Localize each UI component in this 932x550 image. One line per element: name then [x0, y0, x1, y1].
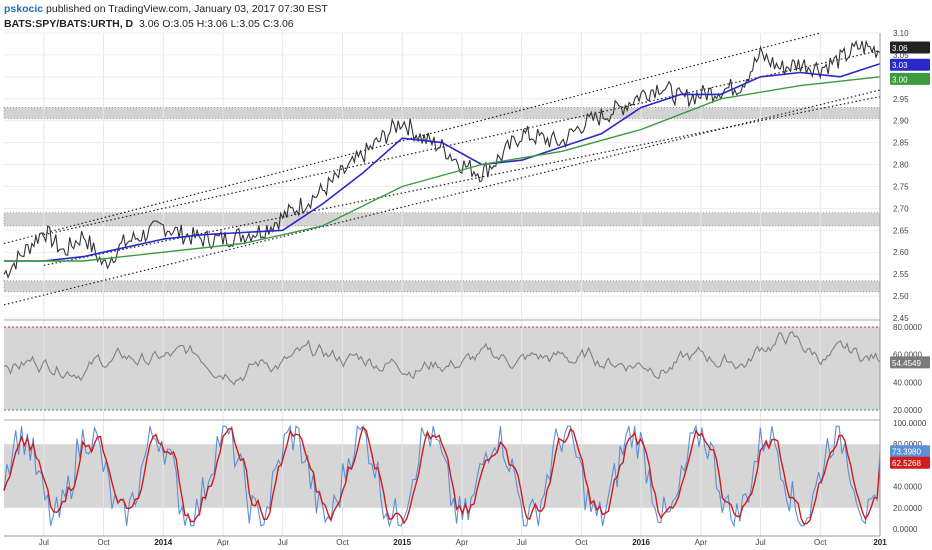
- rsi-line: [3, 331, 881, 386]
- price-ytick-9: 2.70: [893, 204, 909, 213]
- author-link[interactable]: pskocic: [4, 3, 44, 15]
- ohlc-readout: 3.06 O:3.05 H:3.06 L:3.05 C:3.06: [138, 18, 294, 30]
- price-badge-ema-fast-bg: [890, 58, 930, 71]
- price-ytick-6: 2.85: [893, 139, 909, 148]
- xtick-14: Oct: [814, 538, 827, 547]
- xtick-6: Oct: [336, 538, 349, 547]
- price-ytick-11: 2.60: [893, 248, 909, 257]
- xtick-12: Apr: [695, 538, 708, 547]
- stoch-band: [4, 444, 880, 508]
- stoch-d-line: [3, 425, 881, 526]
- price-line: [3, 39, 881, 280]
- rsi-badge: 54.4549: [892, 359, 921, 368]
- xtick-3: 2014: [154, 538, 172, 547]
- ema-fast-line: [4, 62, 881, 262]
- xtick-9: Jul: [517, 538, 527, 547]
- chart-header: pskocic published on TradingView.com, Ja…: [4, 2, 328, 32]
- rsi-ytick-4: 20.0000: [893, 406, 922, 415]
- price-ytick-14: 2.45: [893, 314, 909, 323]
- price-ytick-13: 2.50: [893, 292, 909, 301]
- stoch-ytick-6: 0.0000: [893, 525, 918, 534]
- channel-line-4: [43, 49, 881, 236]
- xtick-11: 2016: [632, 538, 650, 547]
- channel-line-1: [3, 32, 821, 245]
- stoch-k-line: [3, 424, 881, 528]
- rsi-ytick-2: 60.0000: [893, 351, 922, 360]
- stoch-d-badge-bg: [890, 456, 930, 469]
- sr-zone-3: [3, 280, 881, 293]
- price-badge-close: 3.06: [892, 44, 908, 53]
- stoch-ytick-4: 40.0000: [893, 483, 922, 492]
- rsi-ytick-3: 40.0000: [893, 378, 922, 387]
- stoch-ytick-1: 100.0000: [893, 419, 927, 428]
- price-badge-close-bg: [890, 41, 930, 54]
- ema-slow-line: [4, 76, 881, 262]
- rsi-badge-bg: [890, 356, 930, 369]
- price-ytick-5: 2.90: [893, 117, 909, 126]
- xtick-2: Oct: [97, 538, 110, 547]
- price-ytick-10: 2.65: [893, 226, 909, 235]
- stoch-ytick-5: 20.0000: [893, 504, 922, 513]
- rsi-band: [4, 327, 880, 410]
- xtick-1: Jul: [39, 538, 49, 547]
- stoch-ytick-2: 80.0000: [893, 440, 922, 449]
- xtick-7: 2015: [393, 538, 411, 547]
- price-ytick-12: 2.55: [893, 270, 909, 279]
- stoch-d-badge: 62.5268: [892, 459, 921, 468]
- price-badge-ema-fast: 3.03: [892, 61, 908, 70]
- xtick-13: Jul: [755, 538, 765, 547]
- xtick-15: 201: [873, 538, 887, 547]
- published-text: published on TradingView.com, January 03…: [46, 3, 328, 15]
- xtick-10: Oct: [575, 538, 588, 547]
- price-ytick-8: 2.75: [893, 182, 909, 191]
- price-ytick-2: 3.05: [893, 51, 909, 60]
- sr-zone-2: [3, 212, 881, 227]
- xtick-4: Apr: [217, 538, 230, 547]
- stoch-k-badge-bg: [890, 445, 930, 458]
- rsi-ytick-1: 80.0000: [893, 323, 922, 332]
- price-ytick-4: 2.95: [893, 95, 909, 104]
- price-badge-ema-slow: 3.00: [892, 75, 908, 84]
- xtick-8: Apr: [456, 538, 469, 547]
- stoch-k-badge: 73.3980: [892, 448, 921, 457]
- sr-zone-1: [3, 107, 881, 119]
- price-ytick-7: 2.80: [893, 161, 909, 170]
- symbol-label: BATS:SPY/BATS:URTH, D: [4, 18, 134, 30]
- price-ytick-1: 3.10: [893, 29, 909, 38]
- xtick-5: Jul: [278, 538, 288, 547]
- price-badge-ema-slow-bg: [890, 72, 930, 85]
